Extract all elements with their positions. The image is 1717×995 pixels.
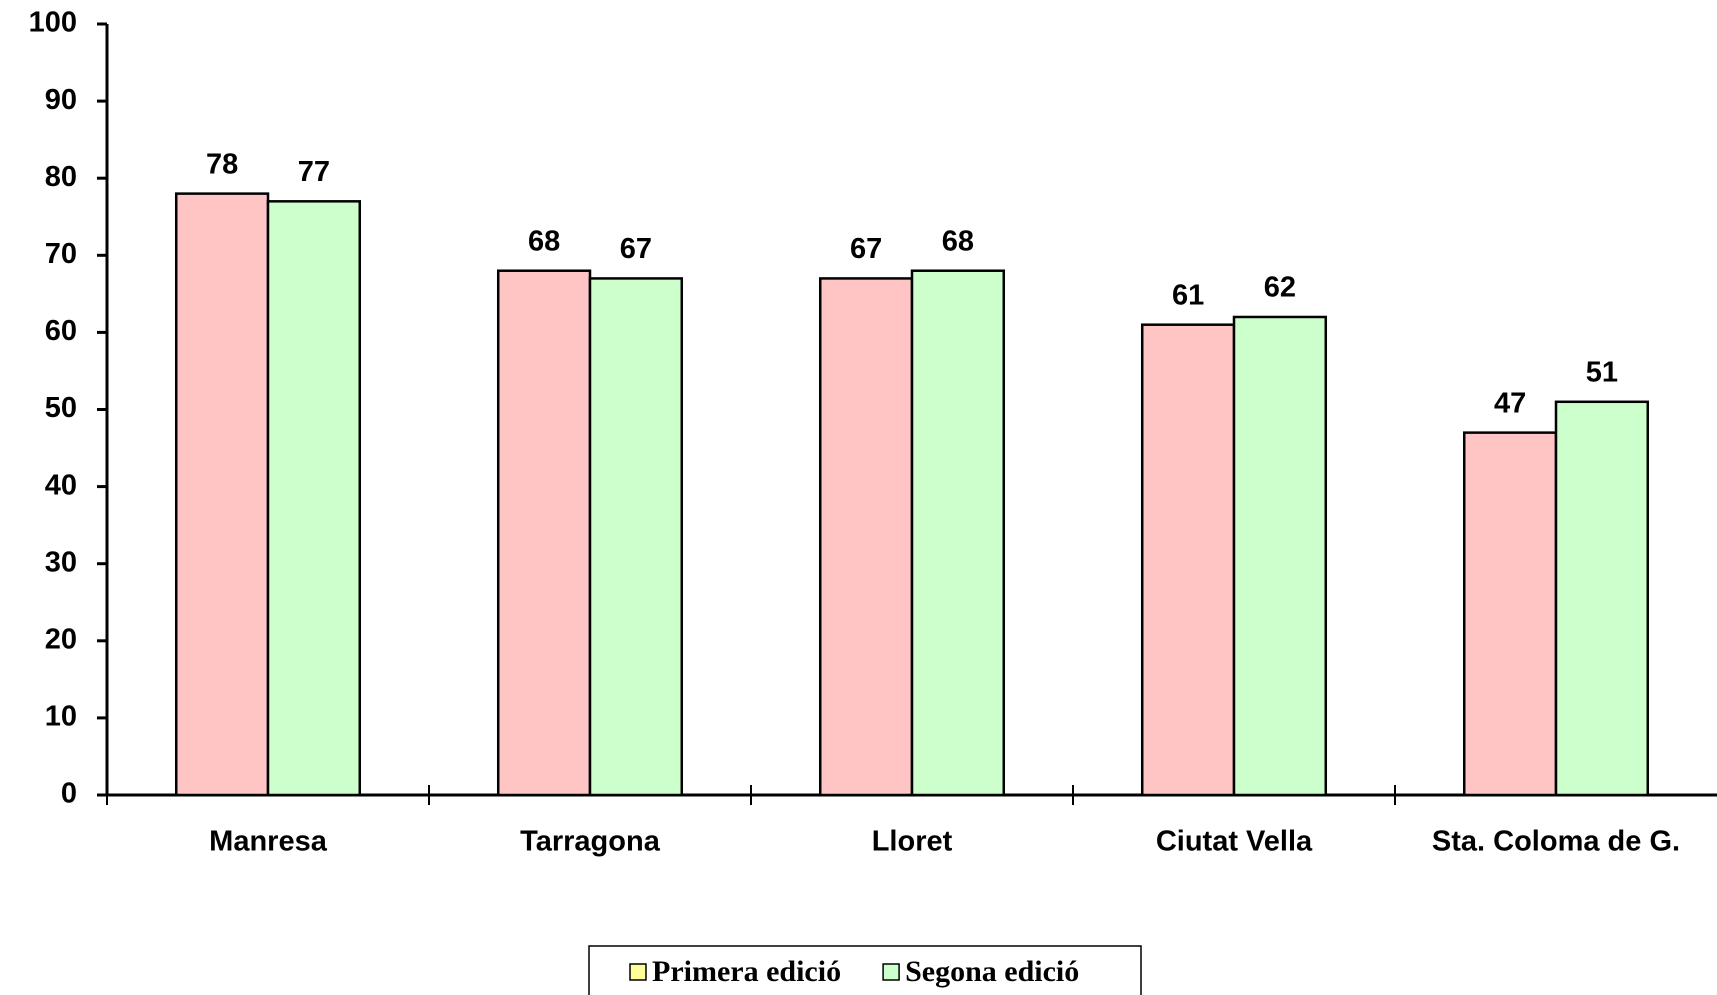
bar [174, 192, 270, 797]
y-tick-label: 60 [45, 315, 77, 347]
data-label: 51 [1586, 356, 1618, 388]
legend-swatch [629, 963, 647, 981]
y-tick-label: 70 [45, 238, 77, 270]
data-label: 77 [298, 156, 330, 188]
y-tick-label: 80 [45, 161, 77, 193]
bar [496, 269, 592, 797]
legend-label: Primera edició [652, 955, 841, 988]
bar [1554, 400, 1650, 797]
data-label: 67 [620, 233, 652, 265]
bar [818, 277, 914, 797]
y-tick-label: 40 [45, 469, 77, 501]
data-label: 68 [528, 225, 560, 257]
data-label: 78 [206, 148, 238, 180]
y-tick-label: 20 [45, 623, 77, 655]
bar [1462, 431, 1558, 797]
x-tick-label: Sta. Coloma de G. [1432, 826, 1680, 858]
bar [1232, 315, 1328, 797]
y-tick-label: 100 [29, 7, 77, 39]
x-tick-label: Manresa [209, 826, 328, 858]
bar [266, 200, 362, 797]
x-tick-label: Tarragona [520, 826, 661, 858]
y-tick-label: 10 [45, 701, 77, 733]
y-tick-label: 0 [61, 778, 77, 810]
x-tick-label: Ciutat Vella [1156, 826, 1313, 858]
data-label: 67 [850, 233, 882, 265]
legend-label: Segona edició [905, 955, 1079, 988]
y-tick-label: 90 [45, 84, 77, 116]
bar [1140, 323, 1236, 797]
data-label: 62 [1264, 272, 1296, 304]
y-tick-label: 30 [45, 546, 77, 578]
data-label: 61 [1172, 279, 1204, 311]
bar [588, 277, 684, 797]
data-label: 68 [942, 225, 974, 257]
y-tick-label: 50 [45, 392, 77, 424]
bar [910, 269, 1006, 797]
legend-box [588, 945, 1142, 995]
legend-swatch [882, 963, 900, 981]
data-label: 47 [1494, 387, 1526, 419]
x-tick-label: Lloret [872, 826, 953, 858]
